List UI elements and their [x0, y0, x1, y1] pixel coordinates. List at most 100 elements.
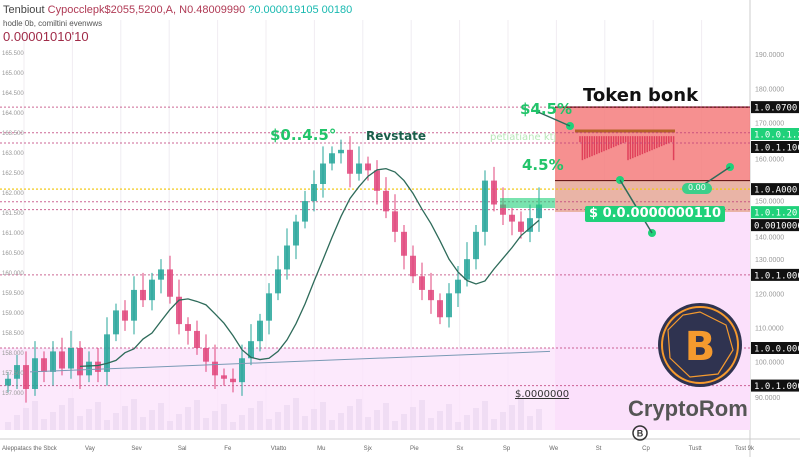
volume-bar [275, 412, 281, 430]
candle-body [68, 348, 74, 369]
volume-bar [230, 422, 236, 430]
volume-bar [446, 404, 452, 430]
volume-bar [293, 398, 299, 430]
y-tick-label: 150.0000 [755, 199, 784, 206]
left-tick-label: 158.500 [2, 331, 24, 337]
volume-bar [428, 418, 434, 430]
volume-bar [491, 419, 497, 430]
volume-bar [383, 403, 389, 430]
x-tick-label: Pie [410, 446, 419, 452]
price-tag-bg [751, 219, 799, 232]
volume-bar [518, 398, 524, 430]
current-price: 0.00001010'10 [3, 29, 89, 44]
candle-body [311, 184, 317, 202]
small-tag: 0.00 [682, 183, 712, 194]
candle-body [41, 358, 47, 372]
price-tag-bg [751, 342, 799, 354]
volume-bar [176, 414, 182, 430]
candle-body [257, 320, 263, 342]
marker-line [537, 111, 571, 127]
candle-body [464, 259, 470, 280]
left-tick-label: 165.500 [2, 51, 24, 57]
volume-bar [374, 410, 380, 430]
candle-body [437, 300, 443, 318]
candle-body [221, 375, 227, 379]
y-tick-label: 180.0000 [755, 86, 784, 93]
candle-body [203, 348, 209, 362]
volume-bar [23, 408, 29, 430]
volume-bar [113, 413, 119, 430]
volume-bar [158, 403, 164, 430]
left-tick-label: 164.500 [2, 91, 24, 97]
candle-body [113, 310, 119, 335]
x-tick-label: Sx [456, 446, 463, 452]
volume-bar [50, 412, 56, 430]
svg-text:B: B [637, 429, 644, 439]
candle-body [23, 365, 29, 389]
y-tick-label: 110.0000 [755, 326, 784, 333]
chart-header: Tenbiout Cypocclepk$2055,5200,A, N0.4800… [3, 4, 352, 17]
candle-body [383, 190, 389, 212]
y-tick-label: 160.0000 [755, 157, 784, 164]
x-tick-label: We [549, 446, 559, 452]
volume-bar [302, 416, 308, 430]
x-tick-label: Cp [642, 446, 650, 452]
candle-body [32, 358, 38, 389]
candle-body [455, 279, 461, 294]
candle-body [266, 293, 272, 321]
pct-top-label: $4.5% [520, 100, 573, 118]
left-tick-label: 162.000 [2, 191, 24, 197]
y-tick-label: 170.0000 [755, 121, 784, 128]
left-tick-label: 165.000 [2, 71, 24, 77]
x-tick-label: Tost 9k [735, 446, 755, 452]
price-tag-bg [751, 141, 799, 153]
x-tick-label: St [596, 446, 602, 452]
candle-body [176, 296, 182, 325]
price-tag-bg [751, 268, 799, 281]
candle-body [392, 211, 398, 232]
price-tag-label: 1.0.0700 [754, 104, 797, 114]
x-tick-label: Mu [317, 446, 325, 452]
left-tick-label: 157.000 [2, 391, 24, 397]
volume-bar [320, 402, 326, 430]
y-tick-label: 190.0000 [755, 52, 784, 59]
candle-body [158, 269, 164, 280]
y-tick-label: 140.0000 [755, 235, 784, 242]
volume-bar [248, 408, 254, 430]
volume-bar [338, 413, 344, 430]
volume-bar [32, 401, 38, 430]
candle-body [509, 214, 515, 222]
small-logo-icon: B [632, 425, 648, 441]
x-tick-label: Sp [503, 446, 511, 452]
pct-mid-label: 4.5% [522, 156, 564, 174]
y-tick-label: 100.0000 [755, 360, 784, 367]
volume-bar [329, 420, 335, 430]
left-tick-label: 160.000 [2, 271, 24, 277]
candle-body [104, 334, 110, 372]
price-tag-label: 1.0.0.1.20 [754, 131, 800, 141]
y-tick-label: 90.0000 [755, 395, 780, 402]
ohlc-text: Cypocclepk$2055,5200,A, N0.48009990 [47, 4, 246, 16]
price-tag-label: 1.0.1.20 [754, 209, 797, 219]
svg-text:B: B [685, 324, 716, 370]
volume-bar [482, 401, 488, 430]
zones [0, 106, 750, 430]
volume-bar [392, 421, 398, 430]
volume-bar [509, 405, 515, 430]
price-tag-bg [751, 183, 799, 196]
candle-body [275, 269, 281, 294]
volume-bar [266, 419, 272, 430]
volume-bar [203, 418, 209, 430]
candle-body [356, 163, 362, 174]
left-axis: 165.500 165.000 164.500 164.000 163.500 163.0… [2, 51, 24, 397]
candles [5, 136, 542, 430]
candle-body [293, 221, 299, 246]
candle-body [140, 289, 146, 301]
candle-body [302, 201, 308, 222]
volume-bar [311, 409, 317, 430]
volume-bar [437, 411, 443, 430]
left-tick-label: 163.500 [2, 131, 24, 137]
volume-bar [167, 421, 173, 430]
subtitle: hodle 0b, comiltini evenwws [3, 19, 103, 28]
